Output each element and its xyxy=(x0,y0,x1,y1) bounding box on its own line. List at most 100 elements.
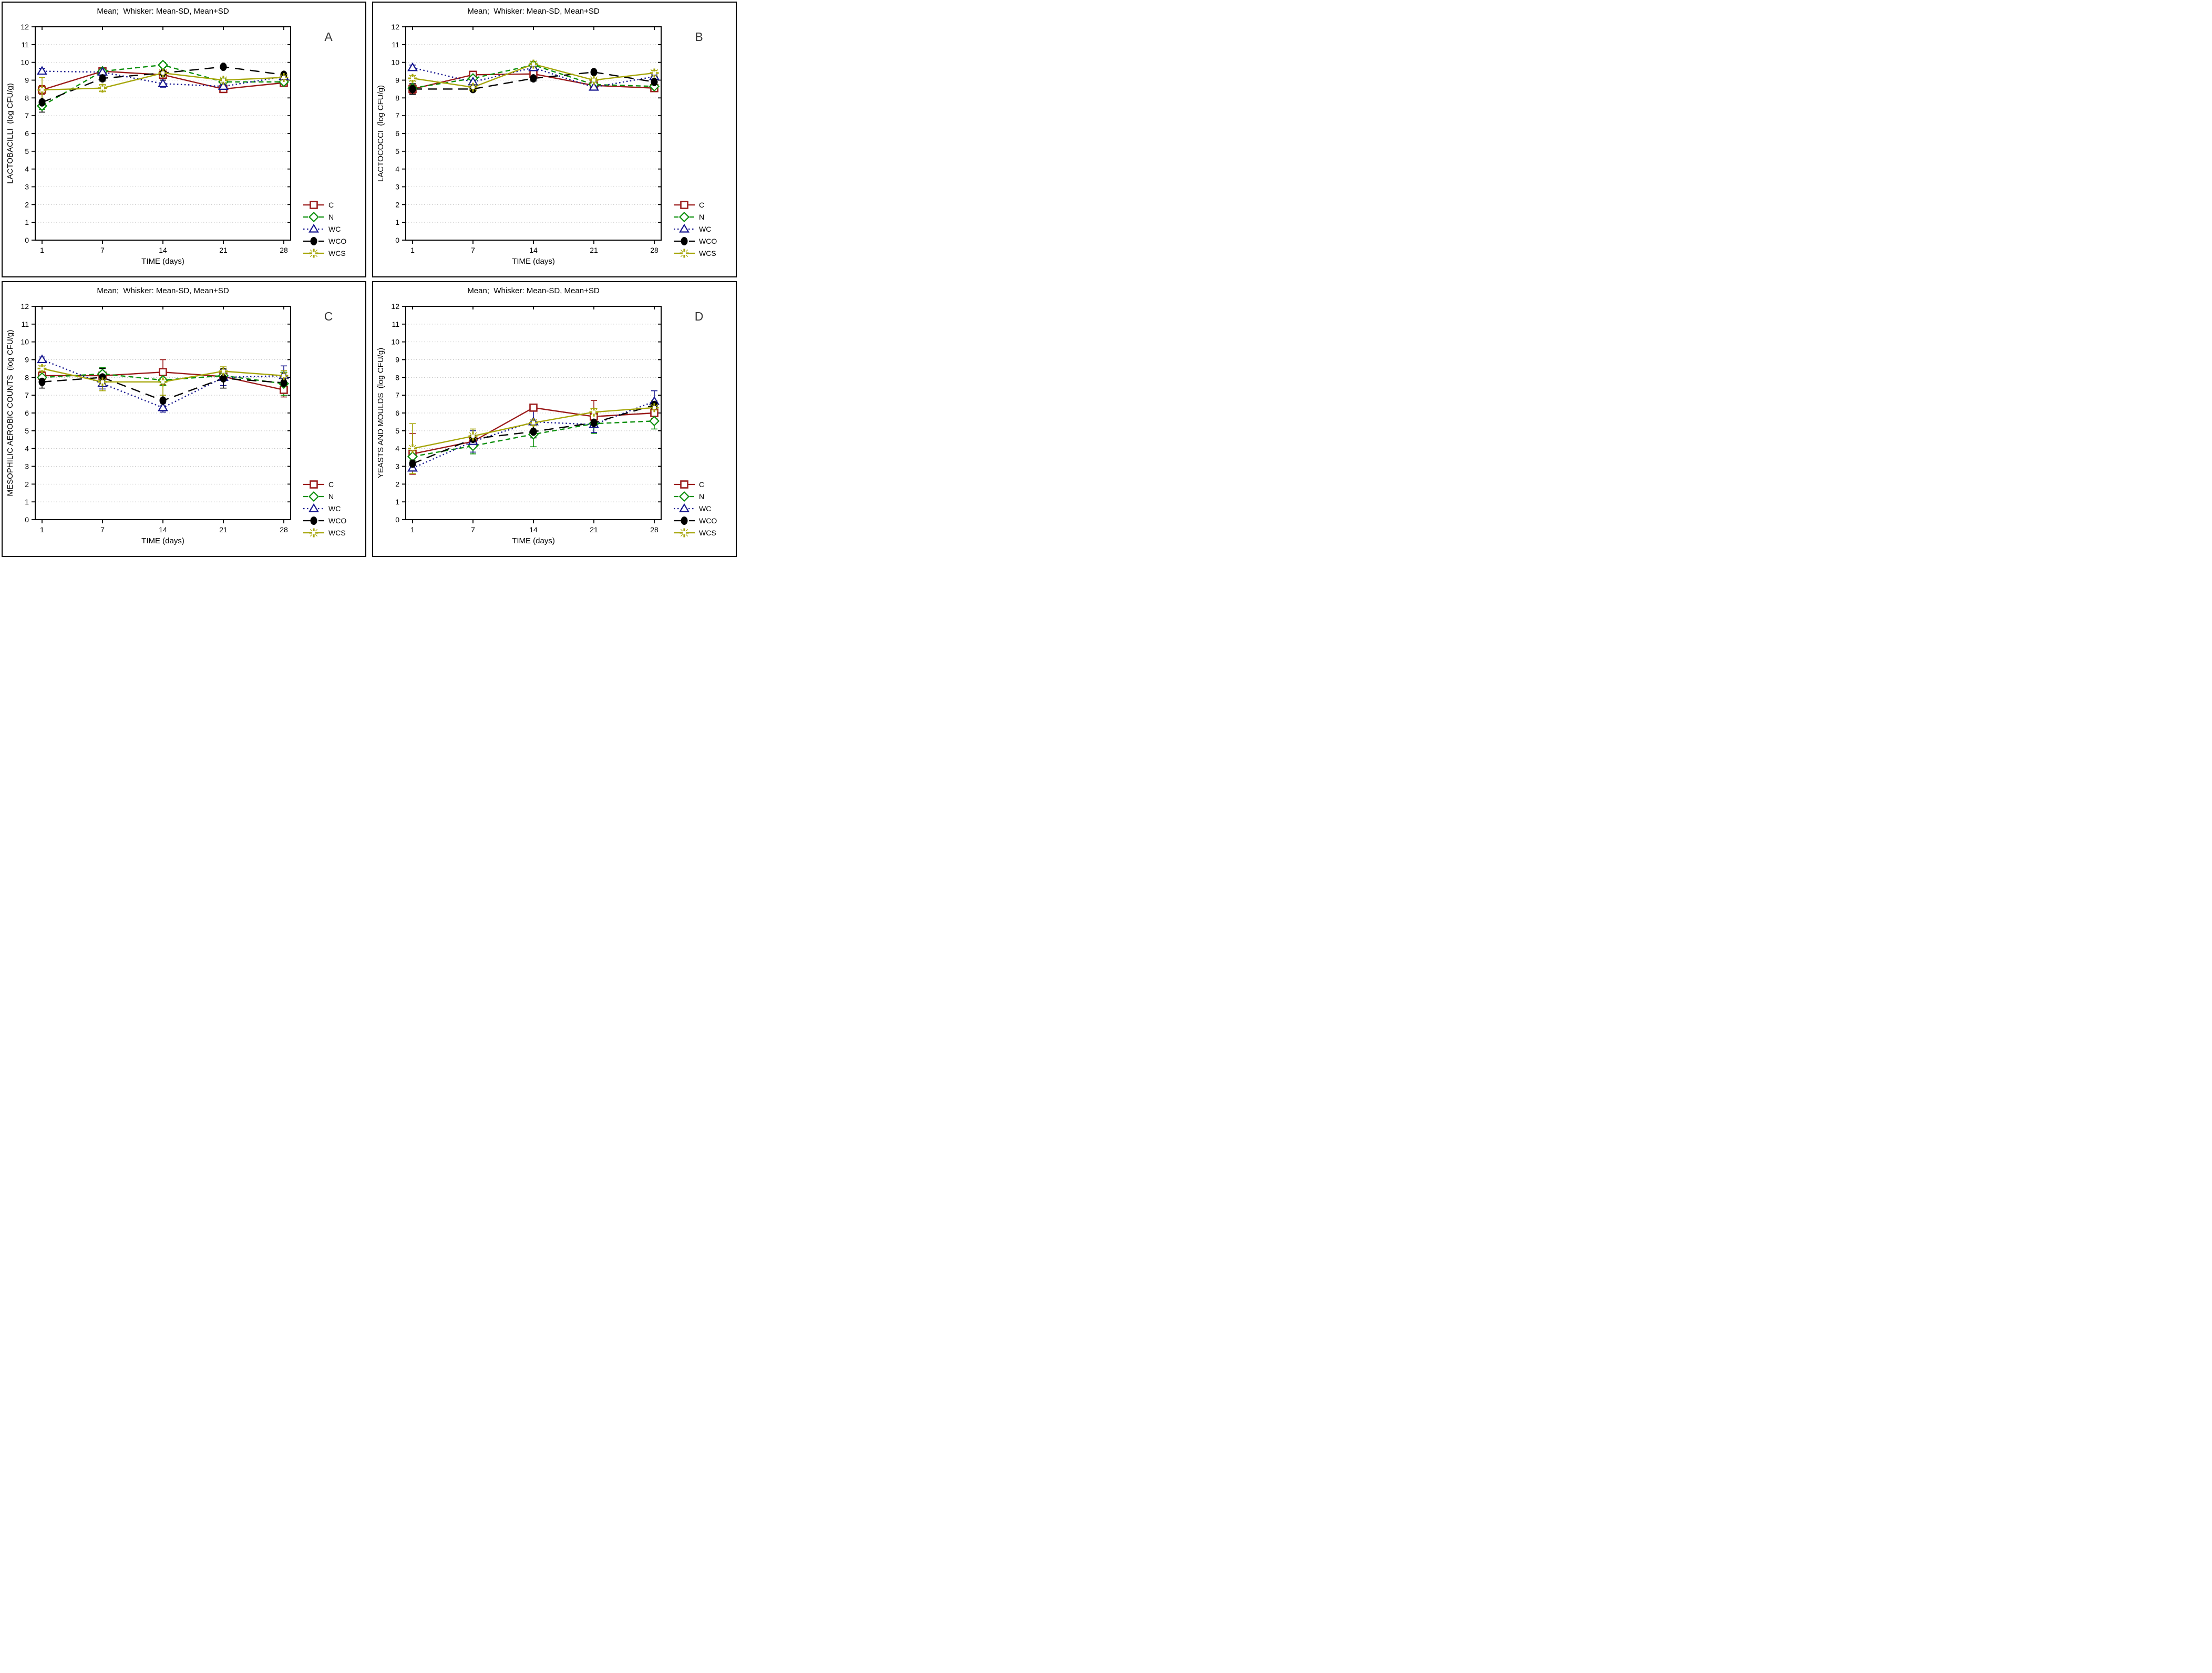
legend-marker-C xyxy=(680,201,688,209)
y-tick-label: 9 xyxy=(25,76,29,85)
legend-label-WC: WC xyxy=(699,225,711,233)
x-tick-label: 21 xyxy=(219,525,228,534)
y-tick-label: 8 xyxy=(25,94,29,102)
y-tick-label: 9 xyxy=(395,356,399,364)
marker-WCS xyxy=(279,73,289,82)
marker-WC xyxy=(158,78,168,87)
y-tick-label: 12 xyxy=(20,302,29,311)
y-tick-label: 4 xyxy=(395,445,399,453)
y-tick-label: 10 xyxy=(391,58,399,67)
marker-C xyxy=(529,404,538,412)
legend-item-WC: WC xyxy=(674,503,711,513)
legend-marker-WCS xyxy=(309,528,318,538)
x-tick-label: 21 xyxy=(590,246,598,254)
marker-WCO xyxy=(220,63,227,71)
y-tick-label: 0 xyxy=(25,515,29,524)
chart-title: Mean; Whisker: Mean-SD, Mean+SD xyxy=(97,7,229,16)
y-tick-label: 1 xyxy=(395,498,399,506)
x-tick-label: 1 xyxy=(410,246,415,254)
legend-label-WCS: WCS xyxy=(699,249,716,257)
legend-marker-WC xyxy=(679,503,690,512)
marker-WCS xyxy=(529,59,538,69)
y-tick-label: 12 xyxy=(20,23,29,31)
y-tick-label: 8 xyxy=(395,94,399,102)
legend-marker-N xyxy=(308,211,320,223)
legend-label-N: N xyxy=(699,492,704,501)
chart-title: Mean; Whisker: Mean-SD, Mean+SD xyxy=(467,286,600,295)
y-tick-label: 7 xyxy=(395,111,399,120)
x-tick-label: 28 xyxy=(280,525,288,534)
marker-WCO xyxy=(409,459,416,468)
legend-item-WC: WC xyxy=(303,223,341,233)
marker-WCS xyxy=(650,403,659,412)
marker-WCO xyxy=(38,98,46,107)
y-tick-label: 8 xyxy=(395,373,399,381)
marker-WCS xyxy=(98,377,107,387)
legend-label-WCS: WCS xyxy=(328,249,346,257)
y-tick-label: 7 xyxy=(25,391,29,399)
marker-WCO xyxy=(159,396,167,405)
marker-WCS xyxy=(37,364,47,373)
x-tick-label: 1 xyxy=(40,246,44,254)
y-tick-label: 5 xyxy=(25,147,29,156)
x-tick-label: 7 xyxy=(100,246,105,254)
legend-item-N: N xyxy=(303,211,334,223)
legend-label-N: N xyxy=(328,213,334,221)
y-tick-label: 1 xyxy=(25,498,29,506)
y-tick-label: 4 xyxy=(25,165,29,173)
legend-marker-WCO xyxy=(681,237,688,245)
x-tick-label: 14 xyxy=(529,246,538,254)
y-tick-label: 11 xyxy=(392,320,399,328)
x-tick-label: 7 xyxy=(471,246,475,254)
legend-item-WC: WC xyxy=(303,503,341,513)
legend-marker-N xyxy=(678,211,690,223)
chart-title: Mean; Whisker: Mean-SD, Mean+SD xyxy=(467,7,600,16)
panel-C: 0 1 2 3 4 5 6 7 8 9 10 11 12 1 7 14 21 28 C N WC WCO WCS Mean;… xyxy=(2,281,366,557)
x-tick-label: 14 xyxy=(159,246,167,254)
marker-N xyxy=(157,59,169,70)
marker-WCS xyxy=(158,68,168,78)
legend-item-WCS: WCS xyxy=(674,249,716,258)
marker-WCO xyxy=(590,418,598,427)
legend-label-C: C xyxy=(699,480,704,489)
marker-WC xyxy=(158,402,168,411)
legend-item-WCS: WCS xyxy=(303,249,346,258)
legend-label-N: N xyxy=(699,213,704,221)
legend-marker-WCO xyxy=(310,517,317,525)
marker-WCO xyxy=(530,427,537,436)
y-tick-label: 11 xyxy=(392,40,399,49)
legend-item-N: N xyxy=(674,491,704,502)
legend-label-N: N xyxy=(328,492,334,501)
panel-B: 0 1 2 3 4 5 6 7 8 9 10 11 12 1 7 14 21 28 C N WC WCO WCS Mean;… xyxy=(372,2,737,277)
y-tick-label: 2 xyxy=(395,480,399,488)
legend-marker-C xyxy=(680,480,688,489)
y-tick-label: 6 xyxy=(395,129,399,138)
marker-WCS xyxy=(279,371,289,380)
legend-label-C: C xyxy=(328,480,334,489)
legend-label-WCS: WCS xyxy=(699,529,716,537)
plot-box xyxy=(35,26,291,241)
marker-WC xyxy=(218,81,229,90)
marker-WC xyxy=(37,354,47,364)
y-tick-label: 6 xyxy=(395,409,399,417)
y-tick-label: 0 xyxy=(395,236,399,244)
marker-WCS xyxy=(37,85,47,95)
y-tick-label: 2 xyxy=(25,480,29,488)
legend-item-WCO: WCO xyxy=(303,517,346,525)
y-tick-label: 3 xyxy=(395,462,399,471)
legend-marker-WCS xyxy=(309,249,318,258)
y-tick-label: 5 xyxy=(25,427,29,435)
marker-WCO xyxy=(590,68,598,77)
marker-WCO xyxy=(220,374,227,383)
x-tick-label: 14 xyxy=(529,525,538,534)
series-line-WCO xyxy=(413,71,655,90)
marker-WCO xyxy=(409,85,416,94)
series-line-WC xyxy=(412,67,655,88)
figure-canvas: { "figure": { "background": "#ffffff", "… xyxy=(0,0,737,557)
marker-WC xyxy=(589,81,599,91)
y-tick-label: 10 xyxy=(20,58,29,67)
x-tick-label: 7 xyxy=(471,525,475,534)
